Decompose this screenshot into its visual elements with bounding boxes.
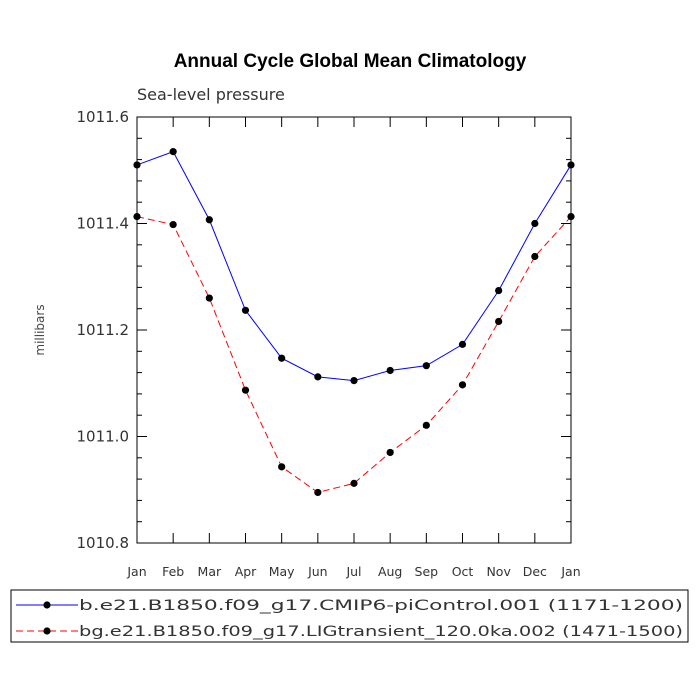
legend-label-1: b.e21.B1850.f09_g17.CMIP6-piControl.001 … (79, 598, 683, 614)
y-tick-label: 1011.4 (77, 215, 130, 233)
chart-title: Annual Cycle Global Mean Climatology (174, 51, 527, 72)
x-tick-label: Feb (162, 564, 184, 579)
x-tick-label: Aug (378, 564, 402, 579)
series-2-point (314, 488, 322, 497)
series-2-point (386, 448, 394, 457)
series-line-2 (136, 216, 572, 493)
y-axis-label: millibars (33, 304, 47, 355)
series-1-point (458, 340, 467, 348)
series-2-point (458, 381, 467, 389)
series-1-point (169, 148, 177, 156)
y-tick-label: 1011.6 (77, 108, 130, 126)
x-tick-label: Dec (523, 564, 547, 579)
y-tick-label: 1010.8 (77, 534, 130, 552)
y-axis: 1010.8 1011.0 1011.2 1011.4 1011.6 (77, 108, 571, 552)
series-2-point (133, 212, 141, 221)
series-1-point (133, 161, 141, 169)
series-line-1 (136, 150, 572, 382)
series-2-point (350, 479, 358, 487)
x-tick-label: Oct (452, 564, 474, 579)
series-1-point (495, 286, 503, 295)
x-tick-label: Apr (235, 564, 257, 579)
series-layer (133, 148, 575, 497)
x-tick-label: Mar (198, 564, 222, 579)
legend: b.e21.B1850.f09_g17.CMIP6-piControl.001 … (16, 598, 683, 640)
y-tick-label: 1011.0 (77, 428, 130, 446)
series-2-point (422, 421, 430, 429)
series-2-point (205, 294, 213, 302)
series-1-point (278, 354, 286, 362)
legend-label-2: bg.e21.B1850.f09_g17.LIGtransient_120.0k… (79, 624, 683, 640)
series-1-point (422, 362, 430, 370)
series-1-point (241, 306, 250, 314)
plot-frame (136, 116, 572, 544)
series-1-point (350, 376, 358, 385)
legend-marker-1 (43, 601, 51, 609)
series-1-point (386, 366, 394, 375)
x-tick-label: Jul (345, 564, 361, 579)
series-2-point (278, 463, 286, 471)
x-tick-label: Jan (126, 564, 146, 579)
series-1-point (205, 216, 213, 224)
series-2-point (241, 386, 250, 394)
x-tick-label: Sep (415, 564, 439, 579)
x-tick-label: Jun (307, 564, 328, 579)
series-1-point (314, 373, 322, 381)
legend-box (10, 589, 689, 643)
series-1-point (531, 219, 539, 228)
series-1-point (567, 161, 575, 169)
series-2-point (567, 212, 575, 221)
chart-subtitle: Sea-level pressure (137, 85, 285, 104)
x-tick-label: Jan (560, 564, 580, 579)
x-tick-label: Nov (486, 564, 511, 579)
series-2-point (495, 317, 503, 326)
x-tick-label: May (269, 564, 295, 579)
series-2-point (169, 220, 177, 229)
legend-marker-2 (43, 627, 51, 635)
x-axis: Jan Feb Mar Apr May Jun Jul Aug Sep Oct Nov Dec Jan (126, 117, 581, 579)
series-2-point (531, 252, 539, 261)
y-tick-label: 1011.2 (77, 321, 130, 339)
